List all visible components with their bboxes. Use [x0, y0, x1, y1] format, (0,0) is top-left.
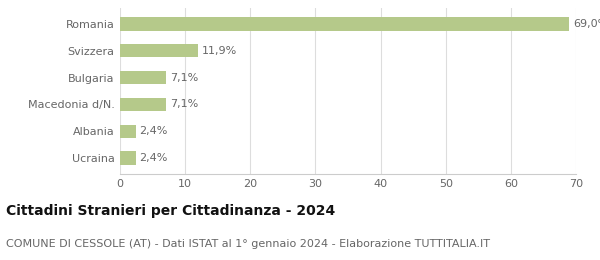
Text: 11,9%: 11,9% — [202, 46, 236, 56]
Bar — [120, 151, 136, 165]
Text: COMUNE DI CESSOLE (AT) - Dati ISTAT al 1° gennaio 2024 - Elaborazione TUTTITALIA: COMUNE DI CESSOLE (AT) - Dati ISTAT al 1… — [6, 239, 490, 249]
Bar — [120, 17, 569, 31]
Text: 7,1%: 7,1% — [170, 73, 199, 83]
Text: 2,4%: 2,4% — [140, 153, 168, 163]
Bar — [120, 98, 166, 111]
Text: 2,4%: 2,4% — [140, 126, 168, 136]
Bar — [120, 125, 136, 138]
Text: Cittadini Stranieri per Cittadinanza - 2024: Cittadini Stranieri per Cittadinanza - 2… — [6, 204, 335, 218]
Text: 7,1%: 7,1% — [170, 99, 199, 109]
Text: 69,0%: 69,0% — [574, 19, 600, 29]
Bar — [120, 71, 166, 84]
Bar — [120, 44, 197, 57]
